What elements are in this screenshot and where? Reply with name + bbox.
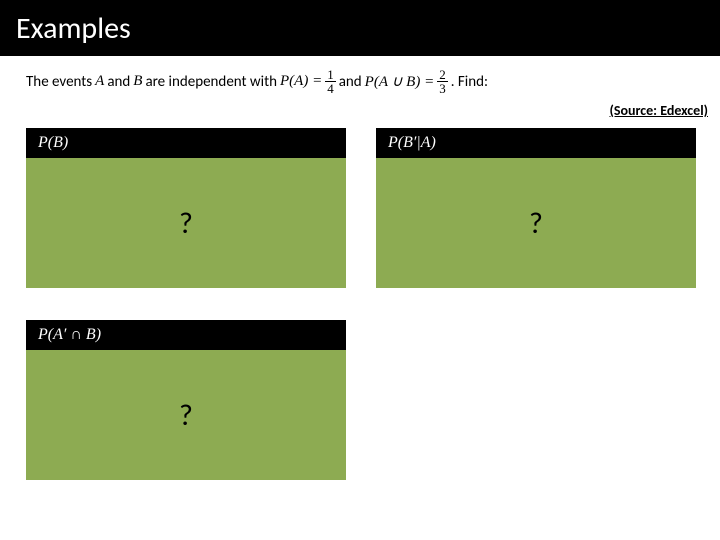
slide: Examples The events A and B are independ… xyxy=(0,0,720,540)
frac-den: 4 xyxy=(325,82,336,95)
card-head: P(B′|A) xyxy=(376,128,696,158)
slide-title: Examples xyxy=(16,10,131,47)
card-pbprime-given-a: P(B′|A) ? xyxy=(376,128,696,288)
frac-num: 1 xyxy=(325,68,336,82)
card-head: P(A′ ∩ B) xyxy=(26,320,346,350)
problem-text: and xyxy=(107,73,130,91)
problem-text: . Find: xyxy=(451,73,488,91)
frac-den: 3 xyxy=(437,82,448,95)
card-body[interactable]: ? xyxy=(26,350,346,480)
card-head: P(B) xyxy=(26,128,346,158)
problem-text: The events xyxy=(26,73,92,91)
frac-num: 2 xyxy=(437,68,448,82)
var-b: B xyxy=(133,73,142,90)
reveal-placeholder: ? xyxy=(179,205,193,242)
frac-paub: 2 3 xyxy=(437,68,448,95)
problem-text: and xyxy=(339,73,362,91)
reveal-placeholder: ? xyxy=(179,397,193,434)
problem-text: are independent with xyxy=(145,73,277,91)
frac-pa: 1 4 xyxy=(325,68,336,95)
card-aprime-intersect-b: P(A′ ∩ B) ? xyxy=(26,320,346,480)
title-bar: Examples xyxy=(0,0,720,56)
expr-pa: P(A) = xyxy=(280,73,322,90)
var-a: A xyxy=(95,73,104,90)
card-body[interactable]: ? xyxy=(26,158,346,288)
source-label: (Source: Edexcel) xyxy=(609,102,708,119)
problem-statement: The events A and B are independent with … xyxy=(26,68,694,95)
card-body[interactable]: ? xyxy=(376,158,696,288)
expr-paub: P(A ∪ B) = xyxy=(365,72,435,91)
reveal-placeholder: ? xyxy=(529,205,543,242)
card-pb: P(B) ? xyxy=(26,128,346,288)
